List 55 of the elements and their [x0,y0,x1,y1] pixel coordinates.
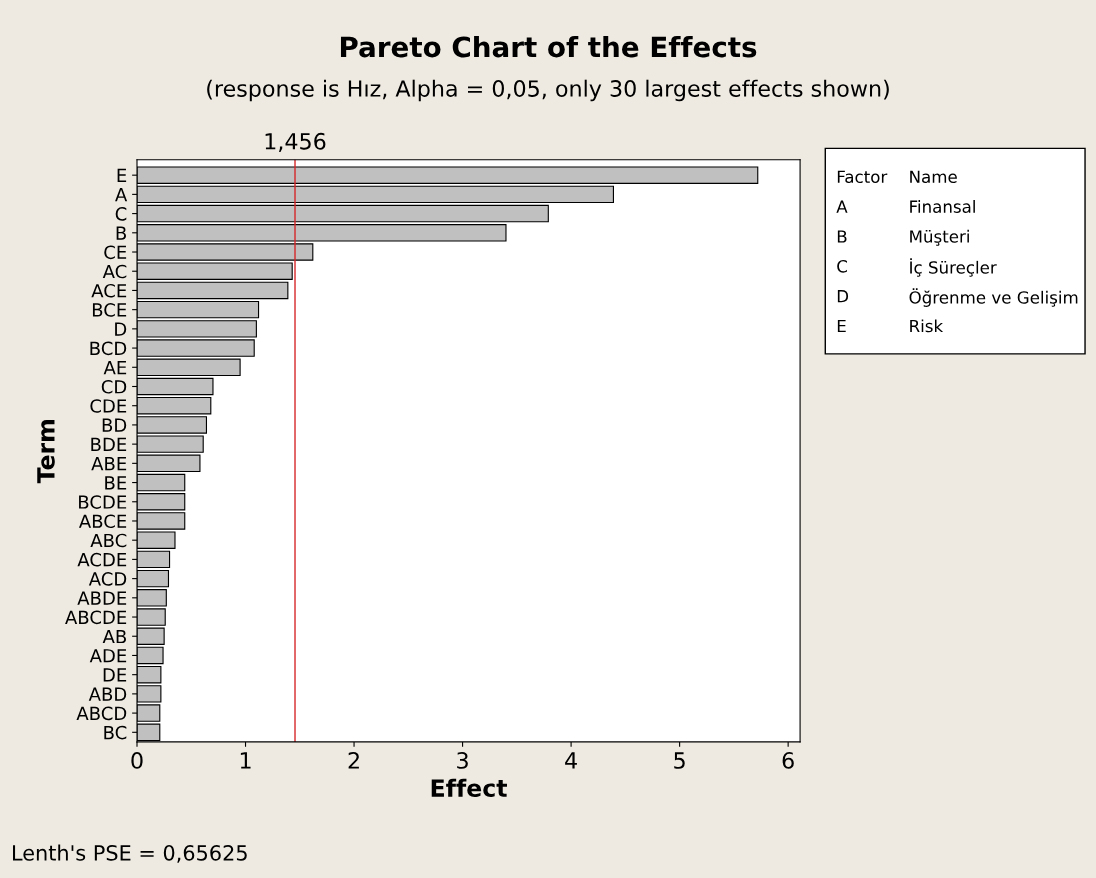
x-axis-title: Effect [431,778,507,797]
y-tick-label: ACD [88,572,127,586]
text: B [837,230,847,243]
y-tick-label: DE [103,668,127,682]
y-tick-label: A [115,188,128,202]
y-tick-label: D [115,322,127,336]
text: D [837,290,849,303]
y-tick-label: ABCDE [65,610,127,625]
y-tick-label: ABCE [78,514,127,529]
y-tick-label: C [115,207,127,221]
y-tick-label: BCDE [79,495,127,509]
y-tick-label: AB [102,629,126,644]
y-tick-label: BD [102,418,127,432]
text: İç Süreçler [910,258,997,277]
text: Name [910,170,957,184]
y-tick-label: BE [105,476,127,490]
y-tick-label: ADE [89,649,127,663]
text: Finansal [910,200,975,213]
y-tick-label: ABD [88,687,127,701]
x-tick-label: 6 [782,752,794,769]
x-tick-label: 2 [348,752,359,769]
x-tick-label: 4 [565,752,577,769]
y-tick-label: BCE [92,303,127,317]
y-tick-label: ABE [91,457,127,471]
y-tick-label: ABDE [77,591,127,605]
y-tick-label: BCD [90,341,127,356]
y-tick-label: AE [103,360,127,375]
y-tick-label: BC [104,725,127,740]
text: A [836,200,848,213]
text: Öğrenme ve Gelişim [909,288,1078,307]
x-tick-label: 3 [457,752,468,769]
text: Lenth's PSE = 0,65625 [13,844,247,863]
chart-title: Pareto Chart of the Effects [340,35,757,58]
y-tick-label: ABCD [76,706,127,721]
x-tick-label: 0 [131,752,143,769]
y-tick-label: ABC [90,533,127,548]
text: Müşteri [910,229,969,246]
text: E [837,319,846,333]
ref-line-label: 1,456 [265,132,326,152]
y-tick-label: CE [104,245,127,260]
x-tick-label: 5 [674,752,685,769]
y-tick-label: CD [101,379,127,394]
x-tick-label: 1 [240,752,251,769]
y-tick-label: BDE [91,437,127,451]
y-tick-label: ACDE [77,552,127,567]
chart-subtitle: (response is Hız, Alpha = 0,05, only 30 largest effects shown) [207,79,889,102]
y-tick-label: ACE [91,283,127,298]
text: Factor [837,170,888,184]
y-tick-label: E [117,168,127,183]
y-tick-label: B [116,226,126,240]
text: Risk [910,319,944,333]
text: C [837,260,847,273]
y-tick-label: CDE [90,399,127,413]
y-tick-label: AC [102,264,127,279]
y-axis-title: Term [37,420,55,484]
